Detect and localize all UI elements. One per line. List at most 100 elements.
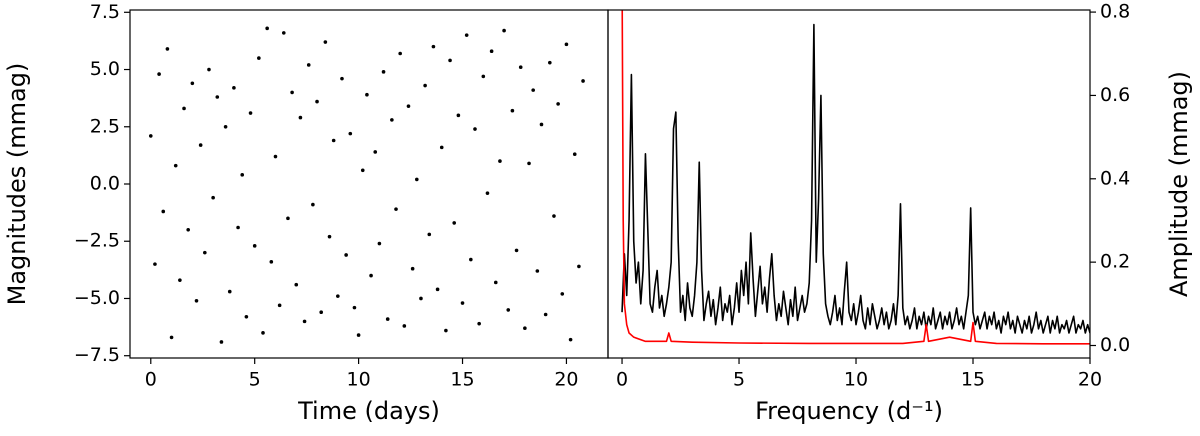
data-point <box>352 305 357 310</box>
data-point <box>340 76 344 81</box>
x-tick-label: 0 <box>616 369 628 391</box>
data-point <box>227 289 232 294</box>
data-point <box>406 104 411 108</box>
x-tick-label: 0 <box>145 369 157 391</box>
data-point <box>219 340 224 344</box>
data-point <box>398 51 402 56</box>
data-point <box>469 257 473 262</box>
data-point <box>290 90 294 95</box>
data-point <box>477 321 481 326</box>
x-tick-label: 5 <box>733 369 745 391</box>
x-tick-label: 20 <box>1078 369 1102 391</box>
x-axis-label: Frequency (d⁻¹) <box>755 397 943 425</box>
data-point <box>257 56 261 60</box>
data-point <box>232 86 236 90</box>
data-point <box>510 108 515 113</box>
data-point <box>423 83 427 88</box>
x-tick-label: 5 <box>249 369 261 391</box>
data-point <box>223 124 228 129</box>
y-tick-label: 0.4 <box>1100 167 1130 189</box>
x-tick-label: 20 <box>554 369 578 391</box>
data-point <box>336 294 340 298</box>
data-point <box>273 154 278 159</box>
data-point <box>431 44 436 49</box>
data-point <box>306 63 311 67</box>
data-point <box>265 26 269 31</box>
data-point <box>377 241 382 246</box>
data-point <box>186 227 190 232</box>
data-point <box>173 163 178 168</box>
data-point <box>385 317 390 321</box>
data-point <box>319 310 324 315</box>
y-tick-label: 0.0 <box>90 173 120 195</box>
y-tick-label: 0.6 <box>1100 84 1130 106</box>
data-point <box>344 253 348 257</box>
data-point <box>444 328 448 333</box>
data-point <box>390 118 394 122</box>
data-point <box>523 326 527 331</box>
data-point <box>498 159 502 163</box>
plot-area <box>148 26 585 344</box>
plot-area <box>621 10 1090 345</box>
y-tick-label: −5.0 <box>74 287 120 309</box>
y-tick-label: −7.5 <box>74 344 120 366</box>
data-point <box>211 195 215 200</box>
data-point <box>527 161 531 166</box>
x-tick-label: 15 <box>450 369 474 391</box>
line-series <box>621 23 1090 334</box>
data-point <box>448 58 452 63</box>
data-point <box>369 273 373 278</box>
data-point <box>560 292 565 296</box>
data-point <box>410 266 415 271</box>
data-point <box>518 65 523 70</box>
data-point <box>207 67 211 72</box>
data-point <box>302 319 307 324</box>
data-point <box>169 335 174 340</box>
data-point <box>452 221 457 225</box>
x-tick-label: 10 <box>347 369 371 391</box>
data-point <box>535 269 540 273</box>
y-tick-label: 2.5 <box>90 115 120 137</box>
data-point <box>552 214 556 218</box>
data-point <box>327 234 332 239</box>
data-point <box>473 127 477 131</box>
data-point <box>543 312 548 317</box>
data-point <box>502 28 506 33</box>
data-point <box>460 301 465 305</box>
data-point <box>556 102 560 106</box>
y-axis-label: Magnitudes (mmag) <box>3 63 31 306</box>
data-point <box>531 88 535 92</box>
data-point <box>394 207 398 211</box>
data-point <box>456 113 461 118</box>
data-point <box>240 173 245 177</box>
data-point <box>356 333 361 337</box>
x-axis-label: Time (days) <box>297 397 440 425</box>
data-point <box>182 106 186 111</box>
data-point <box>161 209 166 214</box>
data-point <box>564 42 569 47</box>
data-point <box>577 264 581 269</box>
data-point <box>548 60 552 65</box>
data-point <box>277 303 282 308</box>
data-point <box>215 95 220 99</box>
data-point <box>286 216 290 221</box>
data-point <box>493 280 498 285</box>
data-point <box>248 111 253 115</box>
data-point <box>419 296 423 301</box>
line-series <box>621 10 1090 345</box>
data-point <box>402 324 407 328</box>
data-point <box>269 260 274 264</box>
data-point <box>514 248 519 253</box>
x-tick-label: 10 <box>844 369 868 391</box>
data-point <box>203 250 207 255</box>
data-point <box>581 79 585 83</box>
data-point <box>439 145 444 150</box>
data-point <box>360 168 365 173</box>
data-point <box>435 287 440 292</box>
data-point <box>481 74 486 79</box>
data-point <box>261 331 265 335</box>
data-point <box>348 131 353 136</box>
data-point <box>489 49 494 54</box>
x-tick-label: 15 <box>961 369 985 391</box>
